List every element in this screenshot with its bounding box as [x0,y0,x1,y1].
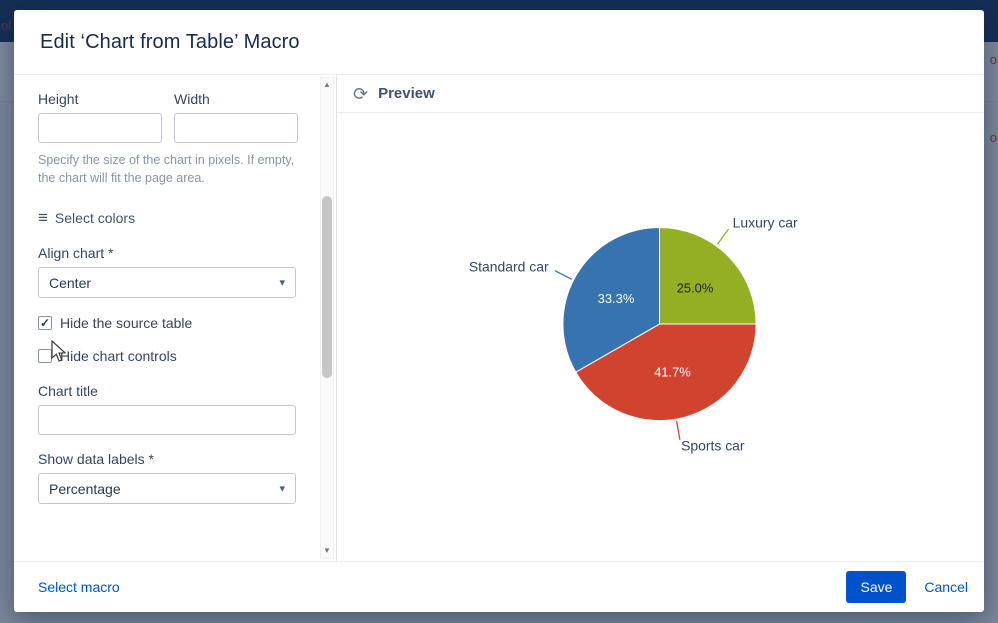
hide-source-table-label: Hide the source table [60,315,193,332]
hide-chart-controls-label: Hide chart controls [60,348,177,365]
pie-slice [659,226,757,325]
pie-outer-label: Standard car [469,259,549,275]
pie-callout-line [716,228,730,245]
select-macro-link[interactable]: Select macro [38,579,120,595]
align-chart-select[interactable]: Center ▾ [38,267,296,299]
hide-chart-controls-checkbox[interactable]: ✓ [38,349,52,364]
cancel-button[interactable]: Cancel [924,579,968,595]
chart-preview-area: 25.0% Luxury car 41.7% Sports car 33.3% Stand… [337,113,984,561]
form-scrollbar[interactable]: ▲ ▼ [320,77,334,559]
size-help-text: Specify the size of the chart in pixels.… [38,153,295,186]
pie-slice-value-label: 41.7% [654,365,691,380]
macro-form-panel: Height Width Specify the size of the cha… [14,75,336,561]
save-button[interactable]: Save [846,571,907,603]
align-chart-value: Center [49,274,92,291]
select-colors-button[interactable]: ≡ Select colors [38,209,135,226]
chart-title-label: Chart title [38,383,98,400]
pie-slice-value-label: 25.0% [677,280,714,295]
edit-macro-dialog: Edit ‘Chart from Table’ Macro Height Wid… [14,10,984,612]
menu-lines-icon: ≡ [38,208,48,228]
chevron-down-icon: ▾ [279,277,285,290]
pie-callout-line [554,270,572,280]
dialog-footer: Select macro Save Cancel [14,562,984,612]
refresh-icon[interactable]: ⟳ [353,83,369,104]
width-input[interactable] [174,113,298,143]
height-input[interactable] [38,113,162,143]
preview-panel: ⟳ Preview 25.0% Luxury car 41.7% Sports car… [336,75,984,561]
preview-title: Preview [378,85,435,102]
pie-outer-label: Sports car [681,438,745,454]
show-data-labels-value: Percentage [49,480,121,497]
pie-slice [562,226,661,373]
chart-title-input[interactable] [38,405,296,436]
scroll-up-button[interactable]: ▲ [323,80,331,89]
dialog-title: Edit ‘Chart from Table’ Macro [40,30,300,53]
pie-slice-value-label: 33.3% [598,291,635,306]
height-label: Height [38,91,79,107]
scroll-down-button[interactable]: ▼ [323,546,331,555]
pie-callout-line [675,421,681,440]
pie-chart: 25.0% Luxury car 41.7% Sports car 33.3% Stand… [469,214,798,454]
pie-outer-label: Luxury car [733,214,798,230]
dialog-header: Edit ‘Chart from Table’ Macro [14,10,984,74]
select-colors-label: Select colors [54,209,136,226]
chevron-down-icon: ▾ [279,483,285,496]
width-label: Width [174,91,210,107]
hide-source-table-checkbox[interactable]: ✓ [38,316,52,331]
show-data-labels-label: Show data labels * [38,451,154,468]
show-data-labels-select[interactable]: Percentage ▾ [38,473,296,505]
pie-slice [575,323,757,422]
align-chart-label: Align chart * [38,245,114,262]
scrollbar-thumb[interactable] [322,196,332,378]
check-icon: ✓ [39,316,51,331]
